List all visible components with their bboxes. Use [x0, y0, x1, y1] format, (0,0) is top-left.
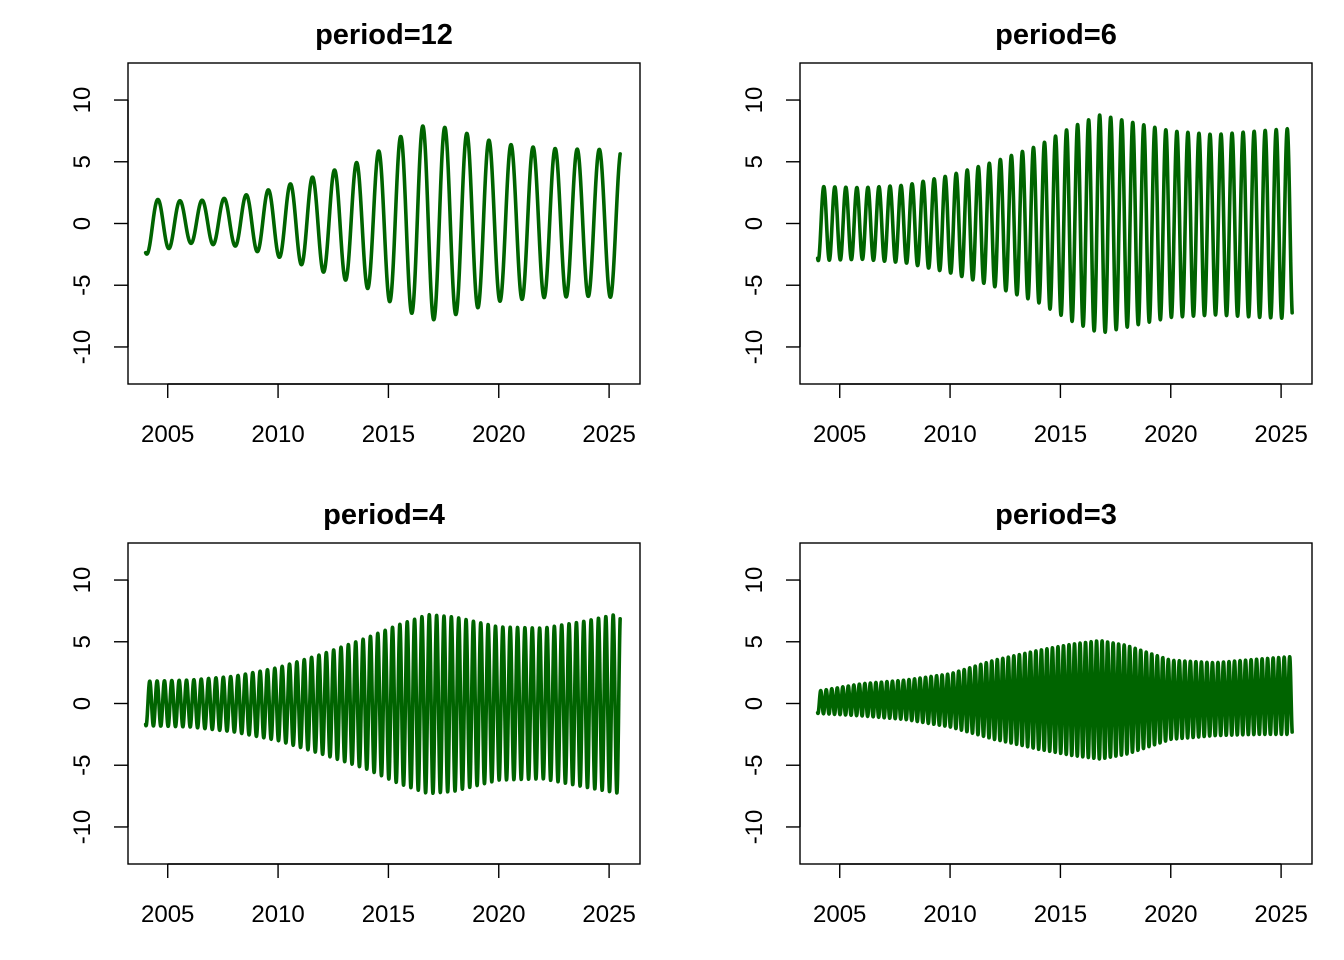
- y-tick-label: 5: [741, 155, 768, 168]
- x-tick-label: 2025: [1254, 901, 1307, 928]
- x-tick-label: 2015: [362, 421, 415, 448]
- x-tick-label: 2005: [141, 901, 194, 928]
- x-tick-label: 2015: [362, 901, 415, 928]
- x-tick-label: 2010: [923, 901, 976, 928]
- x-tick-label: 2010: [251, 901, 304, 928]
- y-tick-label: 0: [69, 217, 96, 230]
- y-tick-label: 5: [69, 635, 96, 648]
- series-line: [815, 113, 1294, 334]
- x-tick-label: 2020: [472, 421, 525, 448]
- y-tick-label: 10: [69, 567, 96, 594]
- x-tick-label: 2020: [1144, 901, 1197, 928]
- x-tick-label: 2005: [141, 421, 194, 448]
- y-tick-label: 0: [741, 697, 768, 710]
- y-tick-label: -5: [69, 275, 96, 296]
- y-tick-label: -10: [741, 330, 768, 365]
- chart-title: period=4: [323, 499, 445, 531]
- y-tick-label: -5: [69, 755, 96, 776]
- x-tick-label: 2020: [1144, 421, 1197, 448]
- chart-title: period=12: [315, 19, 453, 51]
- y-tick-label: 0: [69, 697, 96, 710]
- series-line: [815, 639, 1294, 761]
- x-tick-label: 2010: [923, 421, 976, 448]
- x-tick-label: 2010: [251, 421, 304, 448]
- series-line: [143, 124, 622, 322]
- panel-2: period=6 2005 2010 2015 2020 2025 -10 -5 0 5 10: [741, 19, 1313, 448]
- y-tick-label: 10: [741, 567, 768, 594]
- y-tick-label: 10: [69, 87, 96, 114]
- x-tick-label: 2025: [1254, 421, 1307, 448]
- chart-title: period=3: [995, 499, 1117, 531]
- y-tick-label: 5: [741, 635, 768, 648]
- y-tick-label: -5: [741, 755, 768, 776]
- x-tick-label: 2015: [1034, 901, 1087, 928]
- x-tick-label: 2015: [1034, 421, 1087, 448]
- y-tick-label: -10: [741, 810, 768, 845]
- x-tick-label: 2025: [582, 901, 635, 928]
- y-tick-label: -5: [741, 275, 768, 296]
- y-tick-label: -10: [69, 810, 96, 845]
- x-tick-label: 2025: [582, 421, 635, 448]
- x-tick-label: 2020: [472, 901, 525, 928]
- panel-3: period=4 2005 2010 2015 2020 2025 -10 -5 0 5 10: [69, 499, 641, 928]
- y-tick-label: 0: [741, 217, 768, 230]
- panel-1: period=12 2005 2010 2015 2020 2025 -10 -5 0 5 10: [69, 19, 641, 448]
- panel-4: period=3 2005 2010 2015 2020 2025 -10 -5 0 5 10: [741, 499, 1313, 928]
- chart-title: period=6: [995, 19, 1117, 51]
- y-tick-label: 5: [69, 155, 96, 168]
- x-tick-label: 2005: [813, 901, 866, 928]
- series-line: [143, 612, 622, 795]
- y-tick-label: -10: [69, 330, 96, 365]
- x-tick-label: 2005: [813, 421, 866, 448]
- y-tick-label: 10: [741, 87, 768, 114]
